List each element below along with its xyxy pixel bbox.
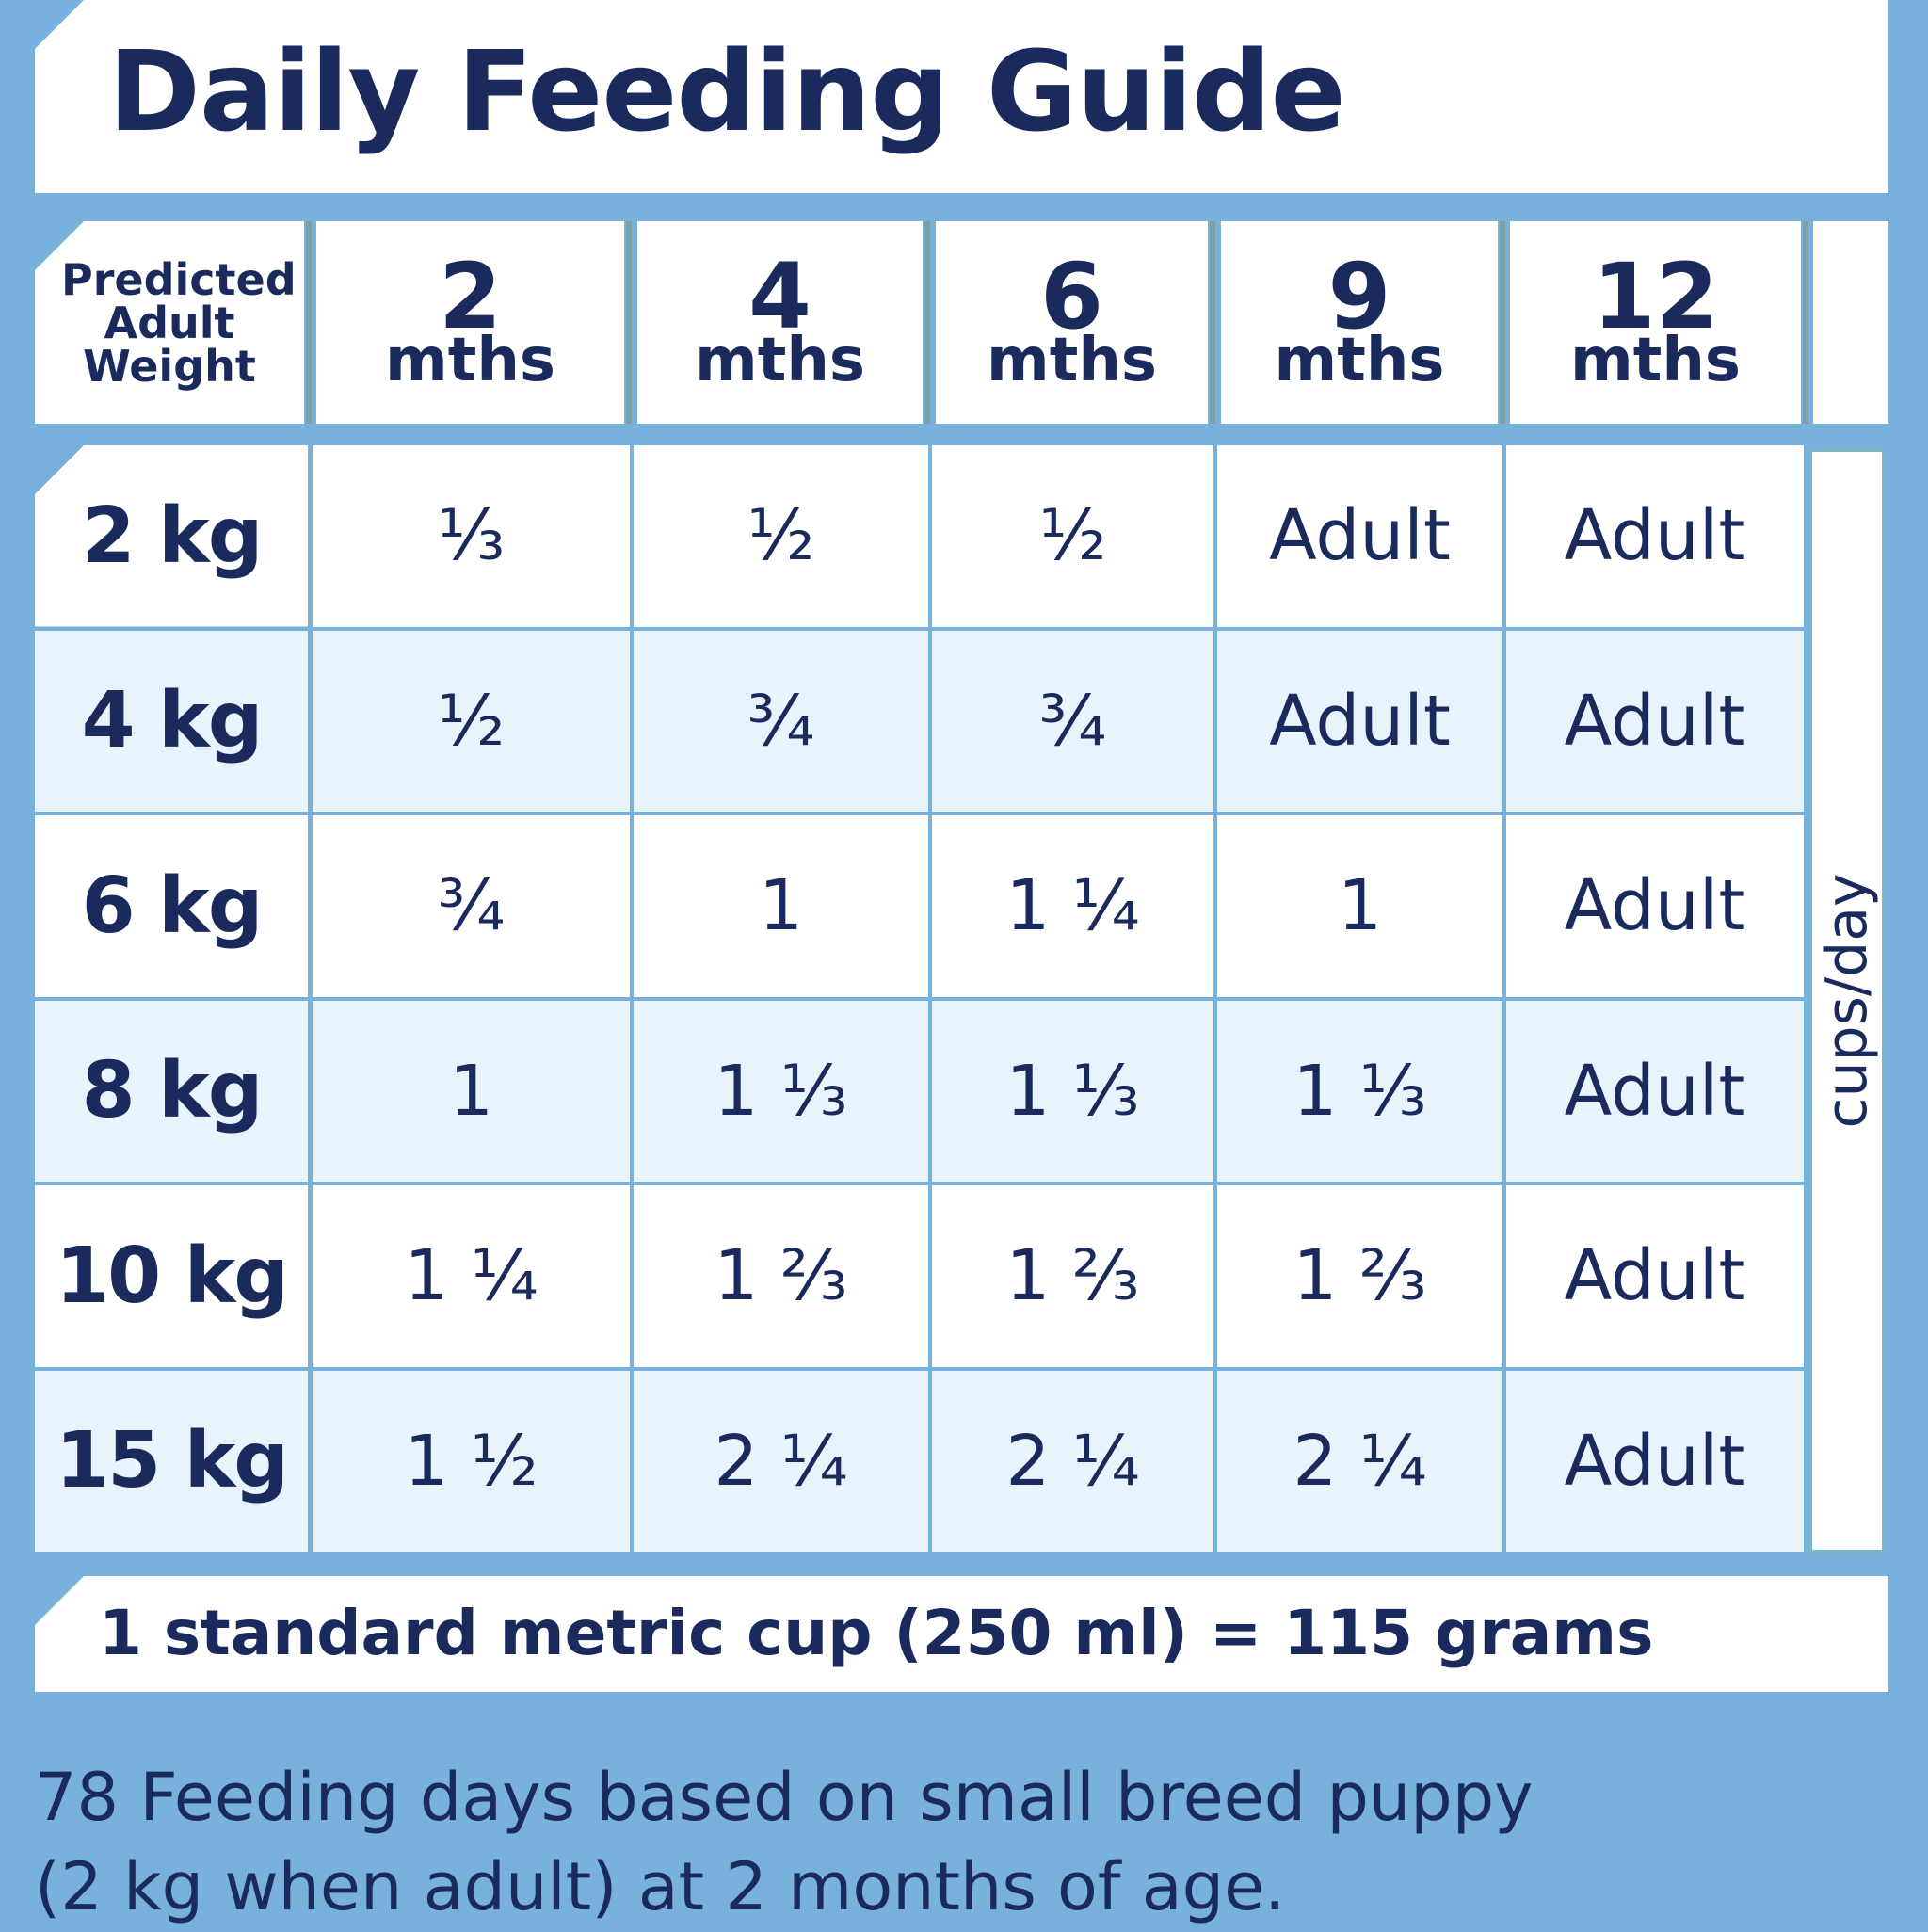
header-weight: Predicted Adult Weight <box>35 221 304 424</box>
header-age-unit: mths <box>695 326 865 396</box>
cup-conversion: 1 standard metric cup (250 ml) = 115 gra… <box>99 1597 1654 1669</box>
amount-cell: Adult <box>1506 1370 1804 1552</box>
amount-cell: Adult <box>1506 815 1804 997</box>
header-divider <box>1803 221 1808 424</box>
unit-label-column: cups/day <box>1809 449 1885 1553</box>
amount-cell: 1 ¼ <box>932 815 1213 997</box>
amount-cell: ⅓ <box>313 445 630 627</box>
footer-banner: 1 standard metric cup (250 ml) = 115 gra… <box>35 1576 1888 1692</box>
header-age-unit: mths <box>385 326 555 396</box>
amount-cell: 1 ⅔ <box>1217 1185 1502 1367</box>
amount-cell: Adult <box>1506 445 1804 627</box>
header-divider <box>1210 221 1215 424</box>
note: 78 Feeding days based on small breed pup… <box>35 1753 1534 1932</box>
weight-cell: 10 kg <box>35 1185 308 1367</box>
header-weight-label: Predicted Adult Weight <box>61 253 297 392</box>
amount-cell: ½ <box>313 630 630 812</box>
title-banner: Daily Feeding Guide <box>35 0 1888 193</box>
unit-label: cups/day <box>1814 873 1880 1129</box>
amount-cell: ½ <box>634 445 928 627</box>
header-age-num: 4 <box>748 243 811 349</box>
header-divider <box>924 221 930 424</box>
header-age-unit: mths <box>1274 326 1445 396</box>
amount-cell: 2 ¼ <box>634 1370 928 1552</box>
amount-cell: 1 ⅓ <box>634 1000 928 1182</box>
header-age: 4 mths <box>637 221 923 424</box>
weight-cell: 4 kg <box>35 630 308 812</box>
header-age-num: 9 <box>1327 243 1391 349</box>
weight-cell: 2 kg <box>35 445 308 627</box>
amount-cell: ¾ <box>313 815 630 997</box>
amount-cell: Adult <box>1217 630 1502 812</box>
header-age: 12 mths <box>1510 221 1801 424</box>
amount-cell: 2 ¼ <box>1217 1370 1502 1552</box>
amount-cell: ¾ <box>634 630 928 812</box>
header-divider <box>1500 221 1505 424</box>
amount-cell: 1 <box>634 815 928 997</box>
header-age-unit: mths <box>1570 326 1741 396</box>
header-age-num: 6 <box>1040 243 1103 349</box>
amount-cell: Adult <box>1506 630 1804 812</box>
header-age-num: 2 <box>439 243 502 349</box>
amount-cell: 1 ⅓ <box>1217 1000 1502 1182</box>
amount-cell: ¾ <box>932 630 1213 812</box>
amount-cell: Adult <box>1506 1000 1804 1182</box>
amount-cell: 2 ¼ <box>932 1370 1213 1552</box>
header-age-num: 12 <box>1592 243 1719 349</box>
note-line: (2 kg when adult) at 2 months of age. <box>35 1848 1286 1925</box>
amount-cell: ½ <box>932 445 1213 627</box>
header-age: 9 mths <box>1221 221 1498 424</box>
amount-cell: 1 ⅔ <box>634 1185 928 1367</box>
page-title: Daily Feeding Guide <box>108 26 1346 156</box>
header-spacer <box>1813 221 1888 424</box>
header-divider <box>626 221 632 424</box>
header-age-unit: mths <box>987 326 1157 396</box>
header-divider <box>306 221 312 424</box>
weight-cell: 15 kg <box>35 1370 308 1552</box>
amount-cell: 1 ¼ <box>313 1185 630 1367</box>
amount-cell: 1 ⅓ <box>932 1000 1213 1182</box>
amount-cell: 1 ½ <box>313 1370 630 1552</box>
amount-cell: Adult <box>1217 445 1502 627</box>
amount-cell: Adult <box>1506 1185 1804 1367</box>
amount-cell: 1 <box>313 1000 630 1182</box>
amount-cell: 1 ⅔ <box>932 1185 1213 1367</box>
weight-cell: 8 kg <box>35 1000 308 1182</box>
note-line: 78 Feeding days based on small breed pup… <box>35 1759 1534 1836</box>
weight-cell: 6 kg <box>35 815 308 997</box>
header-age: 2 mths <box>316 221 624 424</box>
amount-cell: 1 <box>1217 815 1502 997</box>
header-age: 6 mths <box>936 221 1208 424</box>
